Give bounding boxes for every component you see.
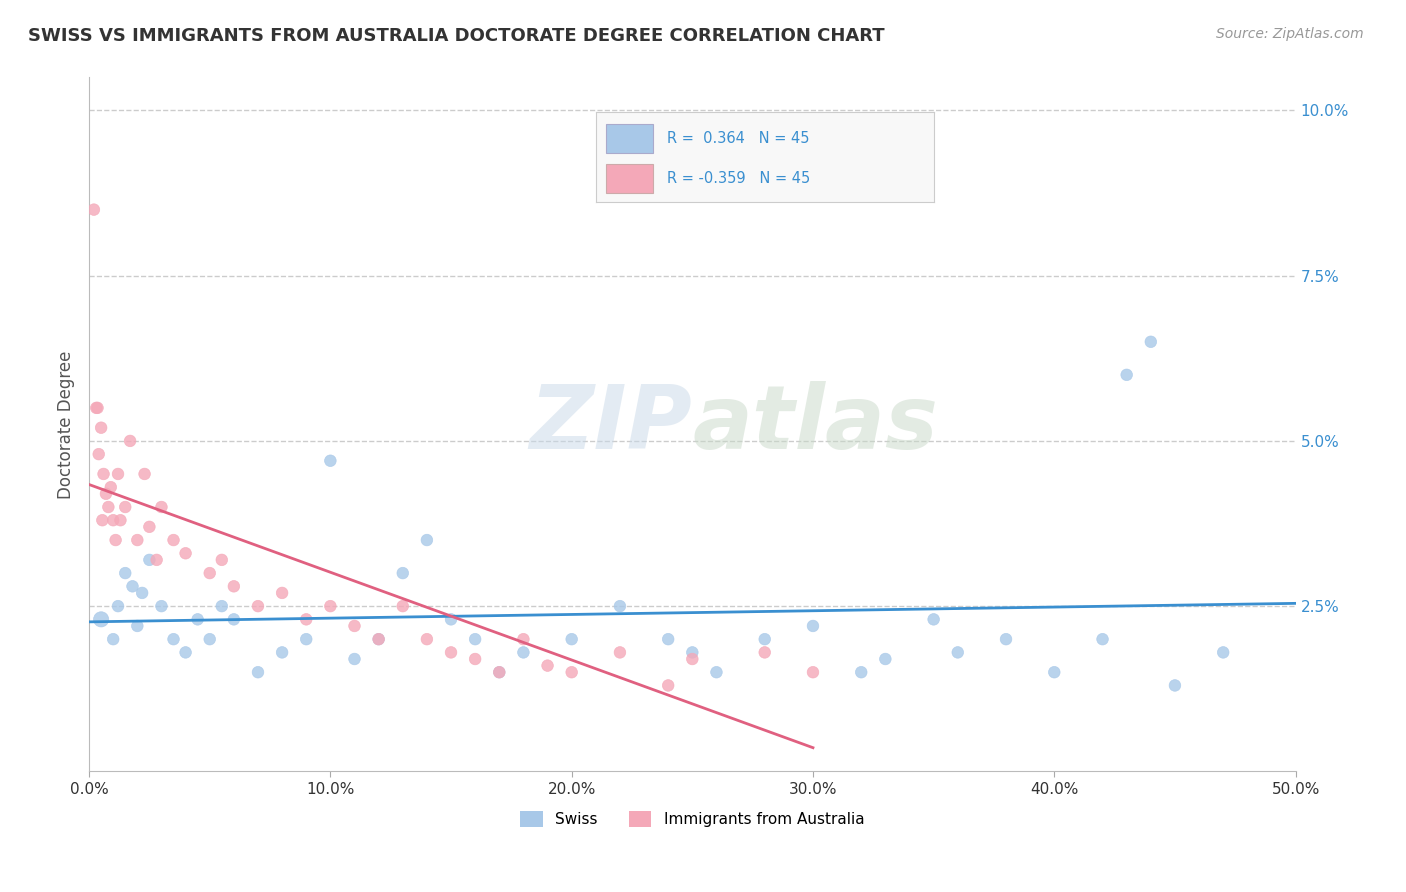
Point [295,632,318,647]
Point [120,434,142,448]
Point [114,566,136,580]
Point [121,579,143,593]
Y-axis label: Doctorate Degree: Doctorate Degree [58,351,75,499]
Text: Source: ZipAtlas.com: Source: ZipAtlas.com [1216,27,1364,41]
Point [391,566,413,580]
Point [187,612,209,626]
Point [138,520,160,534]
Point [1164,678,1187,692]
Point [211,553,233,567]
Point [198,632,221,647]
Point [103,632,125,647]
Point [91,513,114,527]
Point [211,599,233,614]
Point [512,645,534,659]
Point [271,645,294,659]
Point [367,632,389,647]
Point [86,401,108,415]
Point [706,665,728,680]
Point [97,500,120,514]
Point [440,645,463,659]
Point [464,632,486,647]
Point [222,579,245,593]
Point [110,513,132,527]
Point [536,658,558,673]
Point [127,619,149,633]
Text: atlas: atlas [692,381,938,468]
Point [90,420,112,434]
Point [246,665,269,680]
Point [1115,368,1137,382]
Point [319,599,342,614]
Point [150,599,173,614]
Point [488,665,510,680]
Point [145,553,167,567]
Point [754,645,776,659]
Point [754,632,776,647]
Point [609,645,631,659]
Legend: Swiss, Immigrants from Australia: Swiss, Immigrants from Australia [515,805,870,833]
Point [150,500,173,514]
Point [995,632,1018,647]
Point [162,632,184,647]
Point [512,632,534,647]
Point [138,553,160,567]
Point [174,546,197,560]
Point [198,566,221,580]
Point [609,599,631,614]
Point [103,513,125,527]
Point [131,586,153,600]
Point [107,599,129,614]
Point [416,533,439,547]
Point [1043,665,1066,680]
Point [440,612,463,626]
Point [946,645,969,659]
Point [94,487,117,501]
Point [561,632,583,647]
Point [271,586,294,600]
Text: SWISS VS IMMIGRANTS FROM AUSTRALIA DOCTORATE DEGREE CORRELATION CHART: SWISS VS IMMIGRANTS FROM AUSTRALIA DOCTO… [28,27,884,45]
Point [1091,632,1114,647]
Point [657,678,679,692]
Point [801,665,824,680]
Point [127,533,149,547]
Point [801,619,824,633]
Point [464,652,486,666]
Point [416,632,439,647]
Point [922,612,945,626]
Point [100,480,122,494]
Point [319,454,342,468]
Point [367,632,389,647]
Point [114,500,136,514]
Point [561,665,583,680]
Point [174,645,197,659]
Point [222,612,245,626]
Text: ZIP: ZIP [530,381,692,468]
Point [875,652,897,666]
Point [84,401,107,415]
Point [657,632,679,647]
Point [134,467,156,481]
Point [83,202,105,217]
Point [107,467,129,481]
Point [391,599,413,614]
Point [681,652,703,666]
Point [681,645,703,659]
Point [104,533,127,547]
Point [1139,334,1161,349]
Point [1212,645,1234,659]
Point [343,619,366,633]
Point [87,447,110,461]
Point [295,612,318,626]
Point [162,533,184,547]
Point [488,665,510,680]
Point [93,467,115,481]
Point [851,665,873,680]
Point [90,612,112,626]
Point [246,599,269,614]
Point [343,652,366,666]
